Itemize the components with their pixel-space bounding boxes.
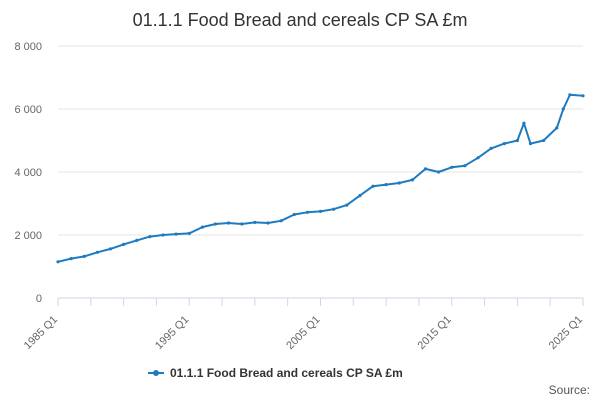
y-tick-label: 6 000 <box>14 104 42 116</box>
legend[interactable]: 01.1.1 Food Bread and cereals CP SA £m <box>148 366 403 380</box>
data-point[interactable] <box>292 212 296 217</box>
data-point[interactable] <box>174 232 178 236</box>
data-point[interactable] <box>358 194 362 198</box>
data-point[interactable] <box>581 94 585 98</box>
data-point[interactable] <box>279 219 283 223</box>
data-point[interactable] <box>542 138 546 143</box>
data-point[interactable] <box>187 231 191 235</box>
y-tick-label: 2 000 <box>14 230 42 242</box>
data-point[interactable] <box>148 235 152 239</box>
series-line-group[interactable] <box>56 93 585 264</box>
legend-marker <box>153 370 159 376</box>
data-point[interactable] <box>305 210 309 214</box>
y-tick-label: 8 000 <box>14 41 42 53</box>
y-tick-labels: 0 2 000 4 000 6 000 8 000 <box>14 41 42 305</box>
grid-lines <box>58 45 583 299</box>
y-tick-label: 0 <box>36 293 42 305</box>
data-point[interactable] <box>161 233 165 237</box>
data-point[interactable] <box>227 221 231 225</box>
data-point[interactable] <box>397 181 401 185</box>
x-tick-label: 2015 Q1 <box>416 314 454 352</box>
data-point[interactable] <box>345 203 349 207</box>
data-point[interactable] <box>122 242 126 246</box>
x-axis: 1985 Q1 1995 Q1 2005 Q1 2015 Q1 2025 Q1 <box>22 297 585 352</box>
data-point[interactable] <box>240 222 244 226</box>
data-point[interactable] <box>450 165 454 169</box>
data-point[interactable] <box>200 225 204 229</box>
data-point[interactable] <box>437 170 441 174</box>
data-point[interactable] <box>568 93 572 97</box>
data-point[interactable] <box>69 257 73 261</box>
data-point[interactable] <box>502 142 506 146</box>
x-tick-label: 1985 Q1 <box>22 314 60 352</box>
legend-label: 01.1.1 Food Bread and cereals CP SA £m <box>170 366 403 380</box>
data-point[interactable] <box>213 222 218 226</box>
data-point[interactable] <box>371 184 375 188</box>
data-point[interactable] <box>318 209 323 213</box>
data-point[interactable] <box>266 221 270 225</box>
x-tick-label: 2005 Q1 <box>284 314 322 352</box>
data-point[interactable] <box>108 247 113 251</box>
y-tick-label: 4 000 <box>14 167 42 179</box>
series-line[interactable] <box>57 93 584 263</box>
data-point[interactable] <box>135 238 139 242</box>
data-point[interactable] <box>555 126 559 130</box>
source-credit[interactable]: Source: <box>549 383 590 397</box>
data-point[interactable] <box>476 156 480 160</box>
data-point[interactable] <box>463 164 467 168</box>
data-point[interactable] <box>515 138 520 143</box>
x-tick-label: 1995 Q1 <box>153 314 191 352</box>
data-point[interactable] <box>332 207 336 211</box>
data-point[interactable] <box>528 142 533 146</box>
data-point[interactable] <box>253 220 257 224</box>
chart-title: 01.1.1 Food Bread and cereals CP SA £m <box>133 10 468 30</box>
data-point[interactable] <box>95 250 99 254</box>
data-point[interactable] <box>410 178 414 182</box>
data-point[interactable] <box>489 146 493 150</box>
data-point[interactable] <box>56 260 60 264</box>
data-point[interactable] <box>384 183 388 187</box>
data-point[interactable] <box>423 167 428 171</box>
data-point[interactable] <box>82 254 86 258</box>
data-point[interactable] <box>561 107 565 111</box>
data-point[interactable] <box>522 121 526 125</box>
x-tick-label: 2025 Q1 <box>547 314 585 352</box>
